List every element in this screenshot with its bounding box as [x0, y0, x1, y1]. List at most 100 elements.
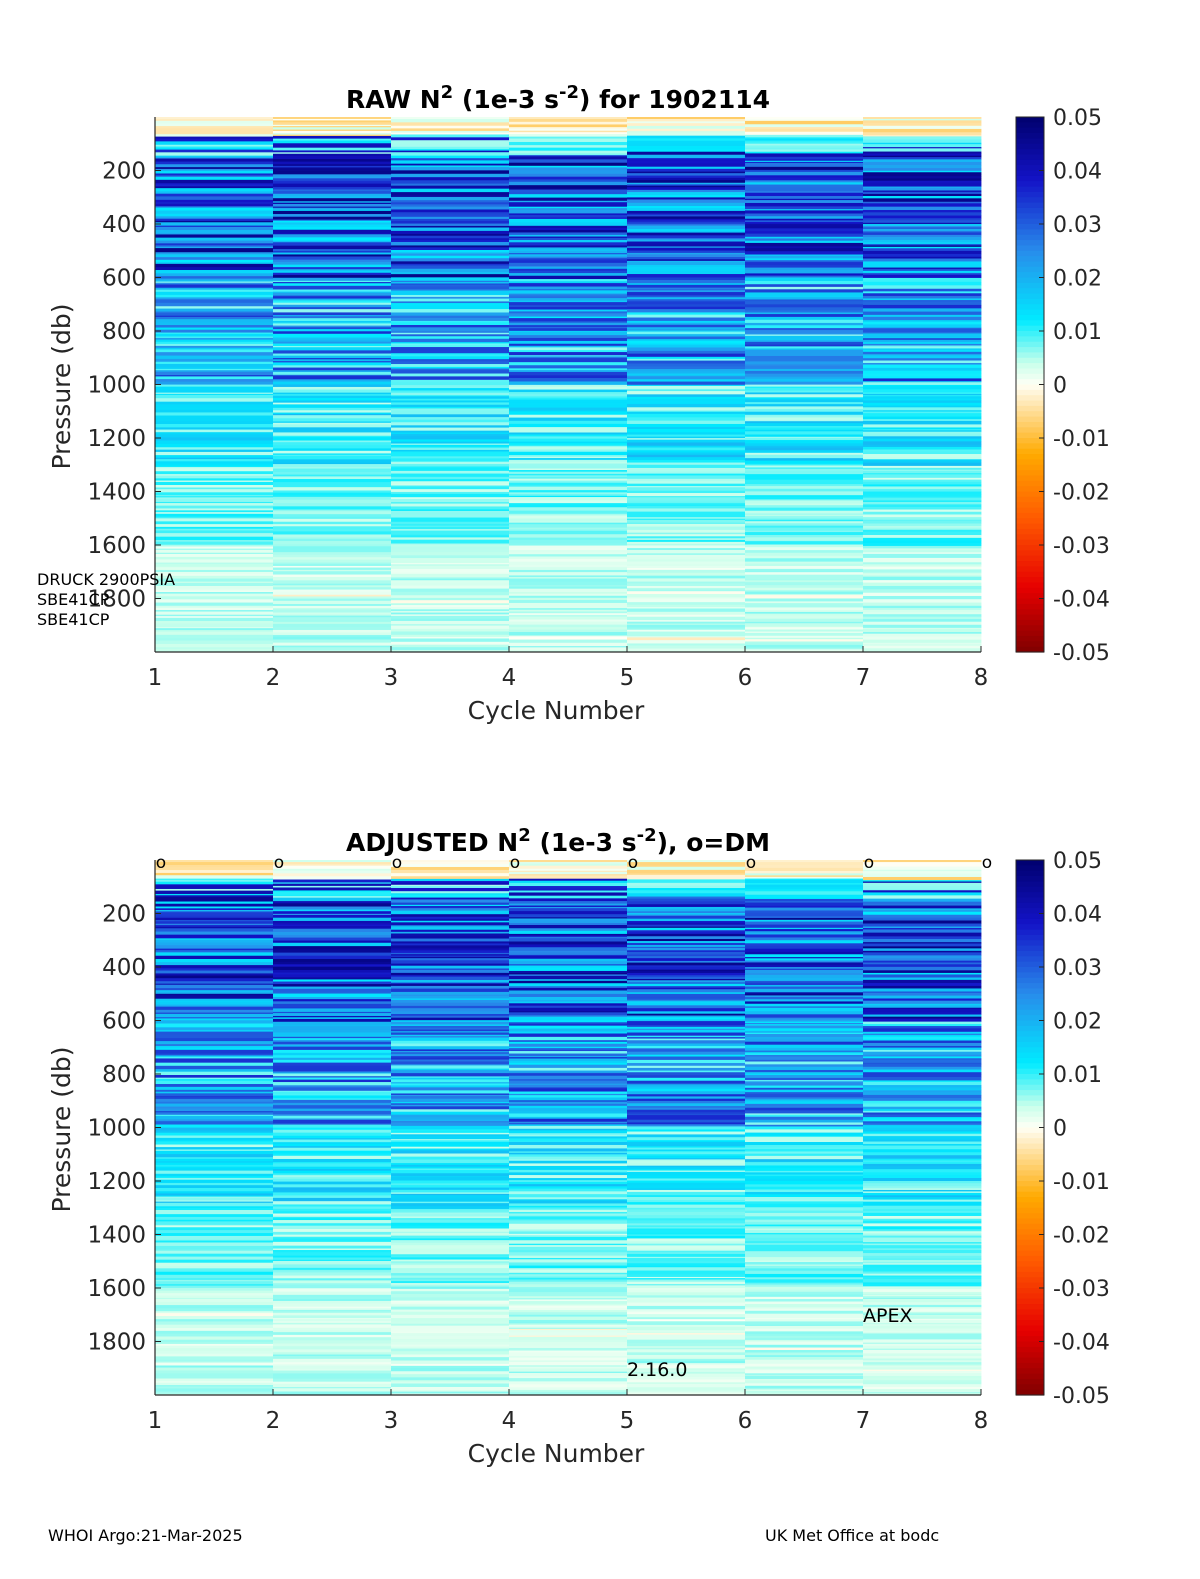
heatmap-cell [745, 196, 864, 200]
heatmap-cell [155, 128, 274, 132]
heatmap-cell [745, 147, 864, 150]
heatmap-cell [745, 1178, 864, 1182]
heatmap-cell [509, 944, 628, 948]
heatmap-cell [745, 507, 864, 512]
heatmap-cell [627, 581, 746, 584]
heatmap-cell [627, 459, 746, 463]
heatmap-cell [627, 363, 746, 367]
heatmap-cell [391, 1177, 510, 1181]
heatmap-cell [509, 1040, 628, 1043]
heatmap-cell [273, 1059, 392, 1064]
heatmap-cell [509, 128, 628, 132]
colorbar-segment [1016, 1025, 1044, 1032]
heatmap-cell [273, 276, 392, 279]
heatmap-cell [745, 240, 864, 244]
heatmap-cell [745, 299, 864, 302]
heatmap-cell [273, 1343, 392, 1347]
heatmap-cell [627, 986, 746, 989]
heatmap-cell [273, 219, 392, 222]
colorbar-segment [1016, 892, 1044, 899]
heatmap-cell [745, 1189, 864, 1193]
heatmap-cell [863, 444, 982, 448]
heatmap-cell [863, 465, 982, 469]
heatmap-cell [863, 484, 982, 487]
heatmap-cell [391, 1261, 510, 1264]
heatmap-cell [391, 906, 510, 909]
heatmap-cell [509, 870, 628, 873]
heatmap-cell [509, 179, 628, 183]
heatmap-cell [745, 254, 864, 257]
footer-right: UK Met Office at bodc [765, 1526, 940, 1545]
heatmap-cell [391, 876, 510, 880]
heatmap-cell [273, 1029, 392, 1033]
heatmap-cell [273, 297, 392, 299]
heatmap-cell [863, 542, 982, 547]
heatmap-cell [745, 570, 864, 573]
colorbar-segment [1016, 1175, 1044, 1182]
heatmap-cell [273, 407, 392, 411]
heatmap-cell [391, 609, 510, 612]
heatmap-cell [863, 184, 982, 187]
heatmap-cell [627, 629, 746, 632]
heatmap-cell [863, 227, 982, 230]
heatmap-cell [627, 175, 746, 179]
heatmap-cell [155, 1108, 274, 1112]
heatmap-cell [863, 1276, 982, 1280]
heatmap-cell [509, 384, 628, 388]
heatmap-cell [627, 517, 746, 519]
heatmap-cell [745, 1265, 864, 1269]
heatmap-cell [745, 910, 864, 914]
colorbar-segment [1016, 865, 1044, 872]
heatmap-cell [155, 229, 274, 234]
heatmap-cell [155, 202, 274, 204]
heatmap-cell [391, 982, 510, 985]
colorbar-segment [1016, 1373, 1044, 1380]
heatmap-cell [627, 1196, 746, 1201]
heatmap-cell [509, 647, 628, 651]
heatmap-cell [391, 250, 510, 253]
heatmap-cell [509, 595, 628, 599]
heatmap-cell [155, 168, 274, 172]
heatmap-cell [273, 546, 392, 550]
heatmap-cell [509, 597, 628, 601]
heatmap-cells [155, 117, 982, 653]
heatmap-cell [509, 1391, 628, 1395]
heatmap-cell [863, 1267, 982, 1272]
heatmap-cell [273, 580, 392, 585]
heatmap-cell [745, 1210, 864, 1214]
heatmap-cell [863, 389, 982, 393]
heatmap-cell [745, 919, 864, 922]
heatmap-cell [273, 312, 392, 316]
heatmap-cell [155, 1353, 274, 1357]
heatmap-cell [863, 1036, 982, 1040]
heatmap-cell [627, 1050, 746, 1053]
heatmap-cell [863, 139, 982, 144]
heatmap-cell [627, 555, 746, 557]
heatmap-cell [273, 1317, 392, 1320]
heatmap-cell [863, 157, 982, 160]
heatmap-cell [155, 480, 274, 483]
heatmap-cell [509, 1110, 628, 1114]
heatmap-cell [863, 1072, 982, 1075]
heatmap-cell [745, 450, 864, 454]
heatmap-cell [745, 292, 864, 296]
heatmap-cell [863, 1131, 982, 1135]
heatmap-cell [155, 245, 274, 248]
heatmap-cell [273, 138, 392, 141]
colorbar-segment [1016, 127, 1044, 134]
heatmap-cell [391, 464, 510, 467]
heatmap-cell [509, 1159, 628, 1162]
sensor-annotation: SBE41CP [37, 610, 110, 629]
heatmap-cell [273, 329, 392, 332]
colorbar-segment [1016, 218, 1044, 225]
heatmap-cell [273, 1102, 392, 1106]
heatmap-cell [627, 980, 746, 983]
heatmap-cell [273, 271, 392, 274]
heatmap-cell [745, 1207, 864, 1212]
heatmap-cell [745, 1234, 864, 1239]
heatmap-cell [155, 546, 274, 550]
heatmap-cell [745, 1334, 864, 1337]
heatmap-cell [863, 1011, 982, 1015]
heatmap-cell [863, 153, 982, 157]
heatmap-cell [509, 1258, 628, 1260]
